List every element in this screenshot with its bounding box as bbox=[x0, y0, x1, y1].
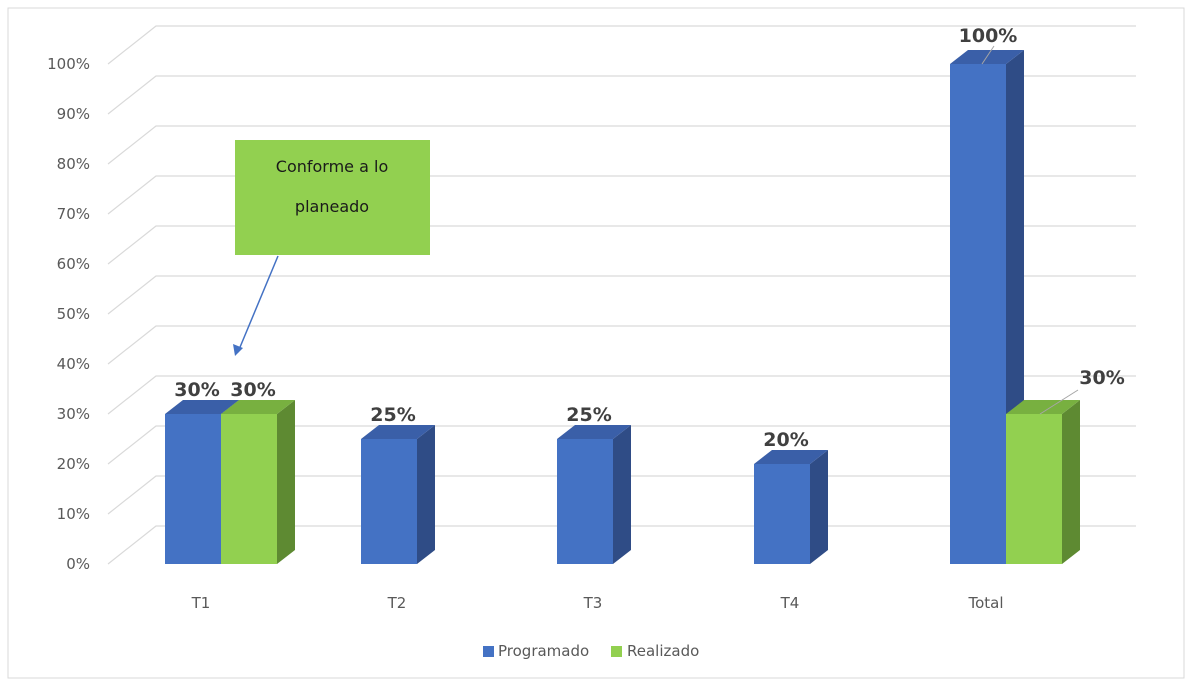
gridline bbox=[107, 375, 1136, 415]
gridline bbox=[107, 125, 1136, 165]
y-axis-ticks: 0% 10% 20% 30% 40% 50% 60% 70% 80% 90% 100% bbox=[47, 55, 90, 573]
y-tick-label: 60% bbox=[57, 255, 90, 273]
data-label: 25% bbox=[566, 404, 611, 426]
bar-front bbox=[754, 464, 810, 564]
callout-arrowhead bbox=[233, 344, 243, 356]
x-tick-label: T3 bbox=[583, 594, 603, 612]
y-tick-label: 0% bbox=[66, 555, 90, 573]
bars bbox=[165, 50, 1080, 564]
gridline bbox=[107, 175, 1136, 215]
data-labels: 30% 30% 25% 25% 20% 100% 30% bbox=[174, 25, 1124, 451]
y-tick-label: 70% bbox=[57, 205, 90, 223]
legend-label-programado: Programado bbox=[498, 642, 589, 660]
y-tick-label: 20% bbox=[57, 455, 90, 473]
y-tick-label: 80% bbox=[57, 155, 90, 173]
x-axis-ticks: T1 T2 T3 T4 Total bbox=[191, 594, 1004, 612]
bar-front bbox=[950, 64, 1006, 564]
x-tick-label: T1 bbox=[191, 594, 211, 612]
callout-box bbox=[235, 140, 430, 255]
y-tick-label: 10% bbox=[57, 505, 90, 523]
bar-front bbox=[1006, 414, 1062, 564]
bar-side bbox=[810, 450, 828, 564]
y-tick-label: 40% bbox=[57, 355, 90, 373]
legend-label-realizado: Realizado bbox=[627, 642, 699, 660]
legend-swatch-programado bbox=[483, 646, 494, 657]
y-tick-label: 90% bbox=[57, 105, 90, 123]
data-label: 25% bbox=[370, 404, 415, 426]
bar-side bbox=[417, 425, 435, 564]
gridline bbox=[107, 25, 1136, 65]
y-tick-label: 50% bbox=[57, 305, 90, 323]
bar-side bbox=[277, 400, 295, 564]
data-label: 100% bbox=[959, 25, 1018, 47]
gridline bbox=[107, 425, 1136, 465]
legend: Programado Realizado bbox=[483, 642, 699, 660]
gridline bbox=[107, 275, 1136, 315]
data-label: 30% bbox=[230, 379, 275, 401]
gridline bbox=[107, 225, 1136, 265]
callout-line-2: planeado bbox=[295, 197, 369, 216]
callout-arrow bbox=[237, 255, 279, 353]
callout: Conforme a lo planeado bbox=[233, 140, 430, 356]
bar-top bbox=[754, 450, 828, 464]
bar-side bbox=[1062, 400, 1080, 564]
bar-front bbox=[165, 414, 221, 564]
data-label: 30% bbox=[174, 379, 219, 401]
bar-front bbox=[557, 439, 613, 564]
bar-top bbox=[221, 400, 295, 414]
data-label: 30% bbox=[1079, 367, 1124, 389]
legend-swatch-realizado bbox=[611, 646, 622, 657]
bar-top bbox=[165, 400, 239, 414]
callout-line-1: Conforme a lo bbox=[276, 157, 388, 176]
gridline bbox=[107, 75, 1136, 115]
x-tick-label: T2 bbox=[387, 594, 407, 612]
data-label: 20% bbox=[763, 429, 808, 451]
bar-top bbox=[361, 425, 435, 439]
y-tick-label: 100% bbox=[47, 55, 90, 73]
bar-top bbox=[1006, 400, 1080, 414]
y-tick-label: 30% bbox=[57, 405, 90, 423]
gridline bbox=[107, 325, 1136, 365]
data-label-leader bbox=[1039, 389, 1079, 415]
x-tick-label: Total bbox=[967, 594, 1003, 612]
bar-front bbox=[221, 414, 277, 564]
bar-top bbox=[557, 425, 631, 439]
x-tick-label: T4 bbox=[780, 594, 800, 612]
bar-front bbox=[361, 439, 417, 564]
bar-side bbox=[613, 425, 631, 564]
data-label-leader bbox=[981, 45, 995, 65]
